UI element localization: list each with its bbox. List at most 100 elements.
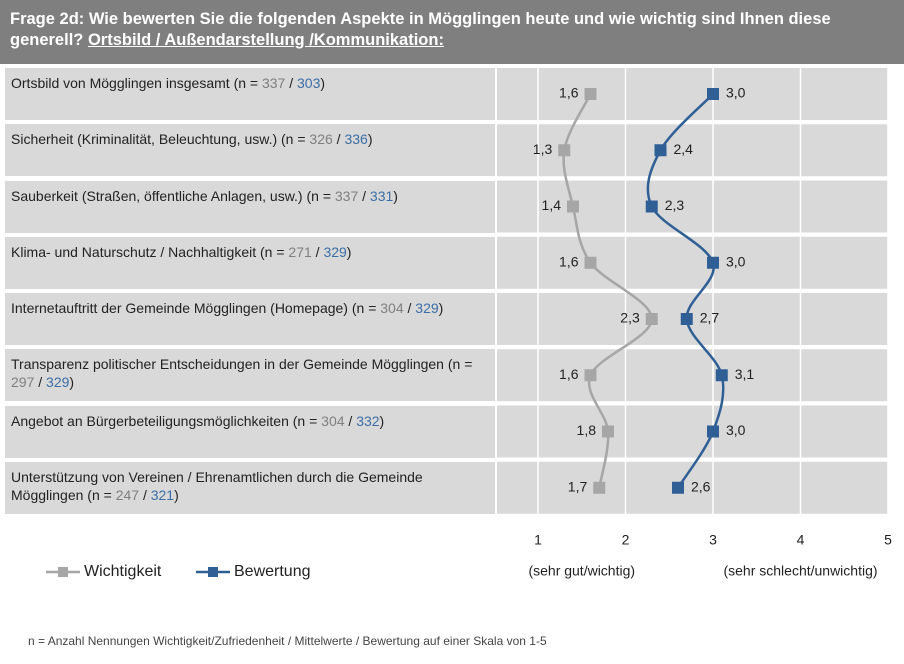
row-label: Ortsbild von Mögglingen insgesamt (n = 3… (5, 68, 495, 120)
x-tick-label: 1 (534, 532, 542, 548)
n-sep: / (315, 243, 320, 260)
n-wichtigkeit: 297 (11, 374, 35, 391)
n-wichtigkeit: 304 (380, 300, 404, 316)
topic: Ortsbild / Außendarstellung /Kommunikati… (87, 31, 444, 49)
value-label: 2,6 (691, 478, 711, 494)
n-suffix: ) (438, 300, 444, 316)
row-label: Transparenz politischer Entscheidungen i… (5, 349, 495, 402)
marker (558, 144, 571, 157)
marker (672, 481, 684, 494)
n-bewertung: 329 (415, 300, 439, 316)
n-bewertung: 332 (356, 412, 380, 429)
n-prefix: (n = (281, 131, 306, 148)
n-prefix: (n = (233, 75, 259, 91)
legend-marker (208, 567, 218, 577)
row-band (497, 349, 888, 402)
marker (680, 313, 693, 325)
x-tick-label: 3 (709, 532, 717, 548)
value-label: 1,8 (577, 422, 597, 438)
legend-label: Bewertung (234, 563, 311, 580)
category-label: Ortsbild von Mögglingen insgesamt (11, 75, 230, 91)
n-prefix: (n = (292, 412, 318, 429)
footnote: n = Anzahl Nennungen Wichtigkeit/Zufried… (28, 634, 547, 648)
legend-marker (58, 567, 68, 577)
row-band (497, 461, 888, 514)
n-sep: / (38, 374, 43, 391)
value-label: 1,4 (542, 197, 562, 213)
legend-label: Wichtigkeit (84, 563, 162, 580)
marker (567, 200, 579, 213)
row-label: Sauberkeit (Straßen, öffentliche Anlagen… (5, 180, 495, 233)
row-band (497, 68, 888, 120)
marker (584, 88, 597, 100)
marker (645, 200, 658, 213)
n-wichtigkeit: 337 (334, 187, 359, 204)
n-wichtigkeit: 247 (115, 486, 140, 503)
marker (602, 425, 614, 438)
n-prefix: (n = (447, 356, 473, 373)
value-label: 2,3 (620, 310, 640, 326)
value-label: 2,3 (665, 197, 685, 213)
series-line (562, 93, 654, 488)
title-bar: Frage 2d: Wie bewerten Sie die folgenden… (0, 0, 904, 64)
marker (645, 313, 658, 325)
row-label: Unterstützung von Vereinen / Ehrenamtlic… (5, 461, 495, 514)
n-prefix: (n = (351, 300, 377, 316)
n-suffix: ) (174, 486, 179, 503)
marker (707, 256, 719, 269)
value-label: 1,3 (533, 141, 553, 157)
category-label: Angebot an Bürgerbeteiligungsmöglichkeit… (11, 412, 289, 429)
n-bewertung: 329 (46, 374, 70, 391)
n-prefix: (n = (87, 486, 112, 503)
row-label: Sicherheit (Kriminalität, Beleuchtung, u… (5, 124, 495, 177)
row-label: Angebot an Bürgerbeteiligungsmöglichkeit… (5, 405, 495, 458)
x-tick-label: 4 (797, 532, 805, 548)
n-prefix: (n = (306, 187, 331, 204)
n-wichtigkeit: 304 (321, 412, 345, 429)
n-sep: / (289, 75, 294, 91)
x-tick-label: 5 (884, 532, 892, 548)
n-bewertung: 321 (150, 486, 175, 503)
value-label: 3,0 (726, 85, 746, 101)
n-suffix: ) (320, 75, 326, 91)
n-wichtigkeit: 337 (261, 75, 286, 91)
n-sep: / (336, 131, 341, 148)
value-label: 3,0 (726, 422, 746, 438)
category-label: Internetauftritt der Gemeinde Mögglingen… (11, 300, 348, 316)
n-suffix: ) (367, 131, 373, 148)
value-label: 1,6 (559, 85, 579, 101)
n-wichtigkeit: 271 (288, 243, 312, 260)
value-label: 1,6 (559, 366, 579, 382)
n-bewertung: 336 (344, 131, 368, 148)
n-wichtigkeit: 326 (309, 131, 333, 148)
value-label: 3,1 (735, 366, 755, 382)
marker (707, 88, 719, 100)
n-sep: / (407, 300, 412, 316)
n-bewertung: 329 (323, 243, 347, 260)
value-label: 1,7 (568, 478, 588, 494)
n-sep: / (142, 486, 147, 503)
n-sep: / (362, 187, 367, 204)
marker (584, 256, 597, 269)
value-label: 3,0 (726, 253, 746, 269)
n-suffix: ) (69, 374, 75, 391)
marker (715, 369, 728, 382)
category-label: Klima- und Naturschutz / Nachhaltigkeit (11, 243, 257, 260)
n-sep: / (348, 412, 353, 429)
row-band (497, 180, 888, 233)
x-axis-note: (sehr schlecht/unwichtig) (723, 563, 877, 579)
marker (584, 369, 597, 382)
n-prefix: (n = (260, 243, 285, 260)
value-label: 2,4 (674, 141, 694, 157)
value-label: 1,6 (559, 253, 579, 269)
category-label: Transparenz politischer Entscheidungen i… (11, 356, 444, 373)
marker (654, 144, 667, 157)
value-label: 2,7 (700, 310, 720, 326)
x-tick-label: 2 (622, 532, 630, 548)
x-axis-note: (sehr gut/wichtig) (528, 563, 635, 579)
row-band (497, 405, 888, 458)
category-label: Unterstützung von Vereinen / Ehrenamtlic… (11, 468, 423, 503)
n-suffix: ) (346, 243, 352, 260)
marker (593, 481, 606, 494)
